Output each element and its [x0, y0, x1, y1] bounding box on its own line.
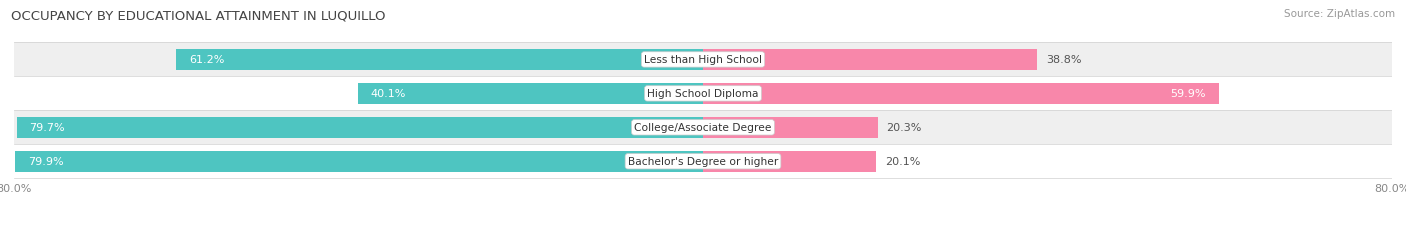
Text: High School Diploma: High School Diploma [647, 89, 759, 99]
Text: 79.7%: 79.7% [30, 123, 65, 133]
Bar [14, 43, 1392, 77]
Bar [17, 117, 703, 138]
Text: OCCUPANCY BY EDUCATIONAL ATTAINMENT IN LUQUILLO: OCCUPANCY BY EDUCATIONAL ATTAINMENT IN L… [11, 9, 385, 22]
Text: 59.9%: 59.9% [1170, 89, 1206, 99]
Bar [15, 151, 703, 172]
Text: College/Associate Degree: College/Associate Degree [634, 123, 772, 133]
Text: 38.8%: 38.8% [1046, 55, 1081, 65]
Text: Bachelor's Degree or higher: Bachelor's Degree or higher [628, 157, 778, 167]
Bar [14, 111, 1392, 145]
Bar [357, 83, 703, 104]
Text: 40.1%: 40.1% [371, 89, 406, 99]
Bar [703, 50, 1038, 71]
Bar [703, 117, 877, 138]
Text: 20.1%: 20.1% [884, 157, 920, 167]
Text: Source: ZipAtlas.com: Source: ZipAtlas.com [1284, 9, 1395, 19]
Text: 79.9%: 79.9% [28, 157, 63, 167]
Bar [14, 77, 1392, 111]
Text: 61.2%: 61.2% [188, 55, 224, 65]
Bar [703, 83, 1219, 104]
Text: 20.3%: 20.3% [886, 123, 922, 133]
Bar [14, 145, 1392, 179]
Bar [176, 50, 703, 71]
Bar [703, 151, 876, 172]
Text: Less than High School: Less than High School [644, 55, 762, 65]
